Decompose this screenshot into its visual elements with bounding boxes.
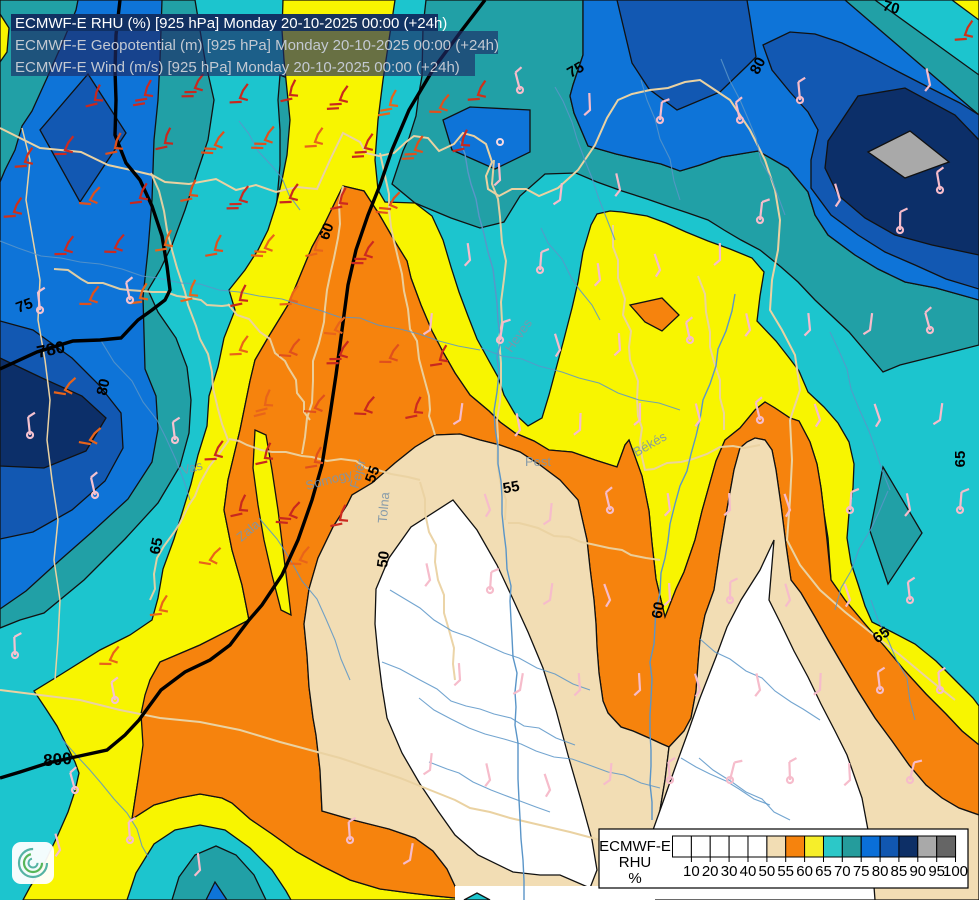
svg-text:95: 95 <box>928 863 945 880</box>
svg-text:75: 75 <box>14 295 35 317</box>
svg-text:65: 65 <box>952 451 969 468</box>
svg-text:%: % <box>628 870 641 887</box>
svg-text:85: 85 <box>891 863 908 880</box>
svg-text:ECMWF-E Wind (m/s) [925 hPa] M: ECMWF-E Wind (m/s) [925 hPa] Monday 20-1… <box>15 59 460 76</box>
svg-text:Tolna: Tolna <box>375 491 393 524</box>
svg-text:65: 65 <box>870 624 893 647</box>
svg-text:80: 80 <box>747 55 770 78</box>
svg-text:75: 75 <box>853 863 870 880</box>
svg-text:55: 55 <box>777 863 794 880</box>
svg-text:65: 65 <box>147 536 167 556</box>
svg-text:Pest: Pest <box>525 454 551 469</box>
svg-text:50: 50 <box>374 550 393 569</box>
svg-text:55: 55 <box>362 464 384 485</box>
svg-text:55: 55 <box>502 478 521 498</box>
svg-text:90: 90 <box>909 863 926 880</box>
svg-text:50: 50 <box>759 863 776 880</box>
svg-text:60: 60 <box>796 863 813 880</box>
svg-text:60: 60 <box>649 601 669 620</box>
svg-text:65: 65 <box>815 863 832 880</box>
svg-text:10: 10 <box>683 863 700 880</box>
svg-text:80: 80 <box>94 377 114 397</box>
svg-text:75: 75 <box>564 59 587 82</box>
svg-text:60: 60 <box>316 221 338 242</box>
svg-text:100: 100 <box>943 863 968 880</box>
svg-text:ECMWF-E Geopotential (m) [925: ECMWF-E Geopotential (m) [925 hPa] Monda… <box>15 37 499 54</box>
svg-text:RHU: RHU <box>619 854 652 871</box>
svg-text:30: 30 <box>721 863 738 880</box>
svg-text:ECMWF-E RHU (%) [925 hPa] Mond: ECMWF-E RHU (%) [925 hPa] Monday 20-10-2… <box>15 15 447 32</box>
svg-text:ECMWF-E: ECMWF-E <box>599 838 671 855</box>
svg-text:20: 20 <box>702 863 719 880</box>
svg-text:70: 70 <box>881 0 902 18</box>
svg-text:800: 800 <box>43 749 73 770</box>
svg-text:Vas: Vas <box>180 458 205 478</box>
svg-text:70: 70 <box>834 863 851 880</box>
svg-text:80: 80 <box>872 863 889 880</box>
svg-text:40: 40 <box>740 863 757 880</box>
